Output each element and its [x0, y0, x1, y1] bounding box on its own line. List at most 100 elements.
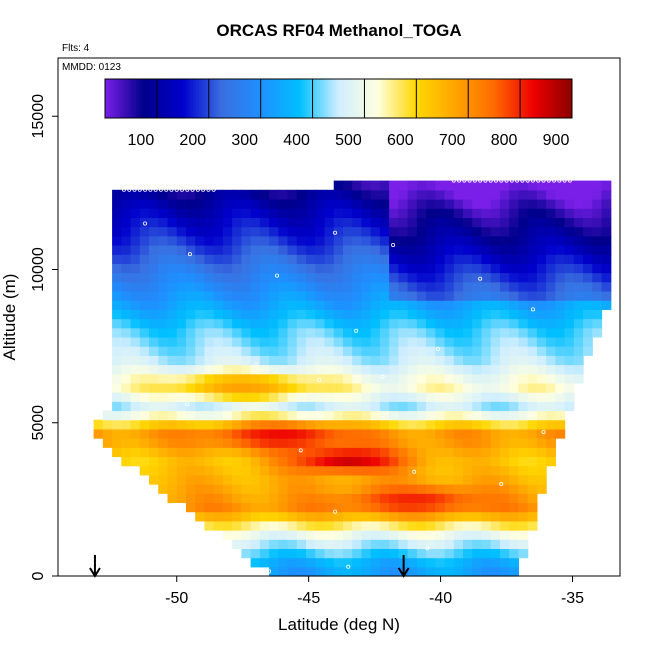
heatmap-cell: [352, 226, 363, 237]
colorbar-swatch: [405, 79, 410, 118]
heatmap-cell: [213, 520, 224, 531]
heatmap-cell: [536, 346, 547, 356]
heatmap-cell: [315, 428, 326, 439]
heatmap-cell: [324, 401, 335, 412]
heatmap-cell: [463, 336, 473, 347]
heatmap-cell: [490, 244, 501, 255]
heatmap-cell: [222, 281, 233, 292]
heatmap-cell: [324, 272, 335, 283]
observation-point: [164, 187, 169, 192]
heatmap-cell: [278, 281, 289, 292]
heatmap-cell: [250, 327, 261, 338]
heatmap-cell: [573, 208, 584, 218]
heatmap-cell: [379, 484, 390, 494]
heatmap-cell: [592, 272, 603, 283]
heatmap-cell: [499, 300, 510, 310]
heatmap-cell: [398, 189, 409, 200]
heatmap-cell: [149, 355, 159, 366]
heatmap-cell: [241, 456, 252, 467]
heatmap-cell: [259, 364, 270, 375]
heatmap-cell: [278, 198, 289, 209]
heatmap-cell: [149, 189, 159, 200]
heatmap-cell: [167, 309, 178, 320]
heatmap-cell: [361, 474, 372, 485]
heatmap-cell: [527, 244, 538, 255]
heatmap-cell: [481, 263, 492, 274]
heatmap-cell: [333, 520, 344, 531]
heatmap-cell: [463, 392, 473, 402]
colorbar-swatch: [136, 79, 140, 118]
heatmap-cell: [509, 346, 520, 356]
colorbar-swatch: [159, 79, 163, 118]
colorbar-swatch: [138, 79, 142, 118]
heatmap-cell: [527, 428, 538, 439]
heatmap-cell: [333, 364, 344, 375]
heatmap-cell: [564, 272, 575, 283]
observation-point: [530, 178, 535, 183]
heatmap-cell: [527, 327, 538, 338]
heatmap-cell: [472, 364, 483, 375]
heatmap-cell: [379, 502, 390, 513]
heatmap-cell: [269, 511, 279, 522]
heatmap-cell: [527, 474, 538, 485]
heatmap-cell: [573, 373, 584, 384]
colorbar-swatch: [271, 79, 275, 118]
heatmap-cell: [361, 272, 372, 283]
heatmap-cell: [398, 410, 409, 421]
colorbar-swatch: [413, 79, 417, 118]
heatmap-cell: [463, 447, 473, 458]
heatmap-cell: [306, 419, 316, 430]
heatmap-cell: [546, 364, 556, 375]
heatmap-cell: [379, 419, 390, 430]
heatmap-cell: [426, 336, 436, 347]
heatmap-cell: [158, 392, 169, 402]
heatmap-cell: [139, 309, 150, 320]
heatmap-cell: [426, 198, 436, 209]
heatmap-cell: [416, 410, 427, 421]
heatmap-cell: [416, 447, 427, 458]
heatmap-cell: [527, 189, 538, 200]
heatmap-cell: [149, 382, 159, 393]
heatmap-cell: [324, 309, 335, 320]
heatmap-cell: [463, 346, 473, 356]
heatmap-cell: [232, 263, 242, 274]
colorbar-swatch: [488, 79, 493, 118]
heatmap-cell: [426, 364, 436, 375]
heatmap-cell: [306, 401, 316, 412]
heatmap-cell: [112, 263, 122, 274]
heatmap-cell: [222, 456, 233, 467]
colorbar-swatch: [473, 79, 477, 118]
heatmap-cell: [259, 530, 270, 540]
heatmap-cell: [195, 364, 206, 375]
heatmap-cell: [444, 198, 455, 209]
heatmap-cell: [315, 217, 326, 228]
heatmap-cell: [555, 346, 566, 356]
heatmap-cell: [490, 474, 501, 485]
heatmap-cell: [149, 410, 159, 421]
heatmap-cell: [583, 217, 593, 228]
heatmap-cell: [536, 410, 547, 421]
heatmap-cell: [222, 410, 233, 421]
heatmap-cell: [499, 327, 510, 338]
heatmap-cell: [379, 493, 390, 504]
heatmap-cell: [167, 244, 178, 255]
colorbar-swatch: [421, 79, 425, 118]
heatmap-cell: [195, 327, 206, 338]
heatmap-cell: [269, 548, 279, 559]
heatmap-cell: [407, 520, 418, 531]
heatmap-cell: [389, 327, 399, 338]
heatmap-cell: [296, 309, 307, 320]
colorbar-swatch: [216, 79, 220, 118]
heatmap-cell: [426, 484, 436, 494]
heatmap-cell: [139, 346, 150, 356]
heatmap-cell: [287, 401, 298, 412]
heatmap-cell: [121, 327, 132, 338]
heatmap-cell: [481, 198, 492, 209]
heatmap-cell: [361, 456, 372, 467]
heatmap-cell: [139, 318, 150, 329]
colorbar-swatch: [221, 79, 225, 118]
heatmap-cell: [241, 428, 252, 439]
colorbar-swatch: [123, 79, 127, 118]
date-label: MMDD: 0123: [62, 62, 121, 73]
heatmap-cell: [269, 557, 279, 568]
